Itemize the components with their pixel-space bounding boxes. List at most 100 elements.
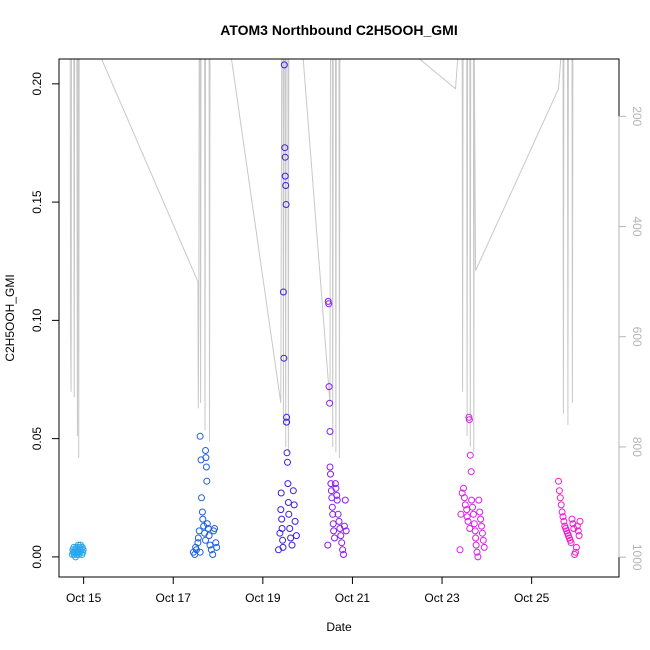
y-tick-label: 0.20: [30, 72, 44, 96]
data-point-flight-5: [472, 534, 480, 542]
data-point-flight-2: [202, 454, 210, 462]
data-point-flight-3: [292, 532, 300, 540]
y-tick-label: 0.15: [30, 190, 44, 214]
data-point-flight-3: [277, 506, 285, 514]
data-point-flight-3: [291, 517, 299, 525]
x-tick-label: Oct 21: [335, 591, 371, 605]
data-point-flight-2: [213, 543, 221, 551]
data-point-flight-4: [326, 463, 334, 471]
data-point-flight-2: [194, 539, 202, 547]
data-point-flight-5: [460, 494, 468, 502]
data-point-flight-4: [331, 480, 339, 488]
data-point-flight-5: [466, 451, 474, 459]
data-point-flight-3: [281, 144, 289, 152]
data-point-flight-3: [277, 489, 285, 497]
data-point-flight-1: [79, 546, 87, 554]
y-tick-label: 0.10: [30, 308, 44, 332]
data-point-flight-6: [567, 539, 575, 547]
data-point-flight-3: [279, 536, 287, 544]
data-point-flight-4: [329, 510, 337, 518]
y2-tick-label: 800: [630, 437, 644, 457]
data-point-flight-2: [196, 548, 204, 556]
data-point-flight-3: [280, 354, 288, 362]
y2-tick-label: 1000: [630, 544, 644, 571]
data-point-flight-2: [202, 447, 209, 454]
data-point-flight-3: [280, 61, 288, 69]
data-point-flight-4: [337, 532, 345, 540]
data-point-flight-6: [574, 527, 582, 535]
data-point-flight-6: [559, 513, 567, 521]
data-point-flight-5: [461, 501, 469, 509]
data-point-flight-6: [572, 543, 580, 551]
points-layer: [68, 61, 584, 561]
data-point-flight-4: [342, 527, 350, 535]
data-point-flight-3: [282, 182, 290, 189]
data-point-flight-4: [338, 539, 346, 547]
data-point-flight-3: [285, 510, 293, 518]
data-point-flight-5: [473, 548, 481, 556]
data-point-flight-2: [198, 494, 205, 502]
x-axis-label: Date: [326, 620, 352, 634]
data-point-flight-3: [283, 413, 291, 421]
x-axis: Oct 15 Oct 17 Oct 19 Oct 21 Oct 23 Oct 25: [66, 576, 550, 605]
y-axis: 0.00 0.05 0.10 0.15 0.20: [30, 72, 60, 569]
x-tick-label: Oct 25: [514, 591, 550, 605]
data-point-flight-4: [329, 520, 337, 528]
data-point-flight-2: [212, 539, 220, 547]
data-point-flight-4: [326, 399, 334, 407]
data-point-flight-6: [557, 501, 565, 509]
data-point-flight-4: [326, 428, 334, 435]
chart-title: ATOM3 Northbound C2H5OOH_GMI: [220, 22, 457, 38]
data-point-flight-4: [340, 551, 347, 558]
data-point-flight-4: [327, 480, 335, 488]
y2-axis: 200 400 600 800 1000: [618, 106, 644, 571]
data-point-flight-6: [560, 517, 568, 525]
data-point-flight-2: [203, 520, 211, 528]
data-point-flight-5: [463, 513, 471, 521]
y2-tick-label: 400: [630, 216, 644, 236]
data-point-flight-6: [575, 532, 583, 540]
data-point-flight-4: [335, 517, 343, 525]
data-point-flight-3: [278, 515, 286, 523]
data-point-flight-2: [205, 532, 213, 540]
data-point-flight-5: [472, 541, 480, 549]
data-point-flight-3: [284, 480, 292, 488]
data-point-flight-4: [331, 534, 338, 542]
data-point-flight-6: [576, 517, 584, 525]
data-point-flight-5: [460, 484, 467, 492]
y-axis-label: C2H5OOH_GMI: [3, 274, 17, 361]
data-point-flight-5: [479, 536, 487, 544]
data-point-flight-6: [556, 494, 564, 502]
data-point-flight-2: [203, 477, 211, 485]
data-point-flight-4: [339, 546, 347, 554]
data-point-flight-5: [465, 416, 473, 424]
data-point-flight-2: [194, 534, 202, 542]
data-point-flight-5: [478, 522, 485, 530]
data-point-flight-4: [333, 491, 341, 499]
data-point-flight-2: [206, 541, 214, 549]
data-point-flight-6: [558, 508, 566, 516]
data-point-flight-4: [327, 470, 334, 478]
data-point-flight-2: [202, 536, 209, 544]
data-point-flight-6: [555, 487, 563, 495]
y-tick-label: 0.00: [30, 545, 44, 569]
data-point-flight-2: [196, 432, 204, 440]
data-point-flight-4: [332, 484, 340, 492]
data-point-flight-3: [290, 501, 298, 509]
data-point-flight-3: [289, 487, 297, 495]
data-point-flight-3: [283, 418, 291, 426]
data-point-flight-5: [456, 546, 464, 554]
data-point-flight-6: [555, 477, 562, 485]
data-point-flight-5: [474, 553, 482, 561]
data-point-flight-3: [284, 458, 291, 466]
data-point-flight-6: [568, 515, 576, 523]
data-point-flight-2: [211, 525, 218, 532]
data-point-flight-3: [278, 525, 286, 532]
data-point-flight-5: [471, 527, 479, 535]
data-point-flight-3: [281, 153, 289, 161]
data-point-flight-4: [334, 510, 342, 518]
data-point-flight-3: [281, 172, 289, 180]
data-point-flight-5: [469, 503, 476, 511]
